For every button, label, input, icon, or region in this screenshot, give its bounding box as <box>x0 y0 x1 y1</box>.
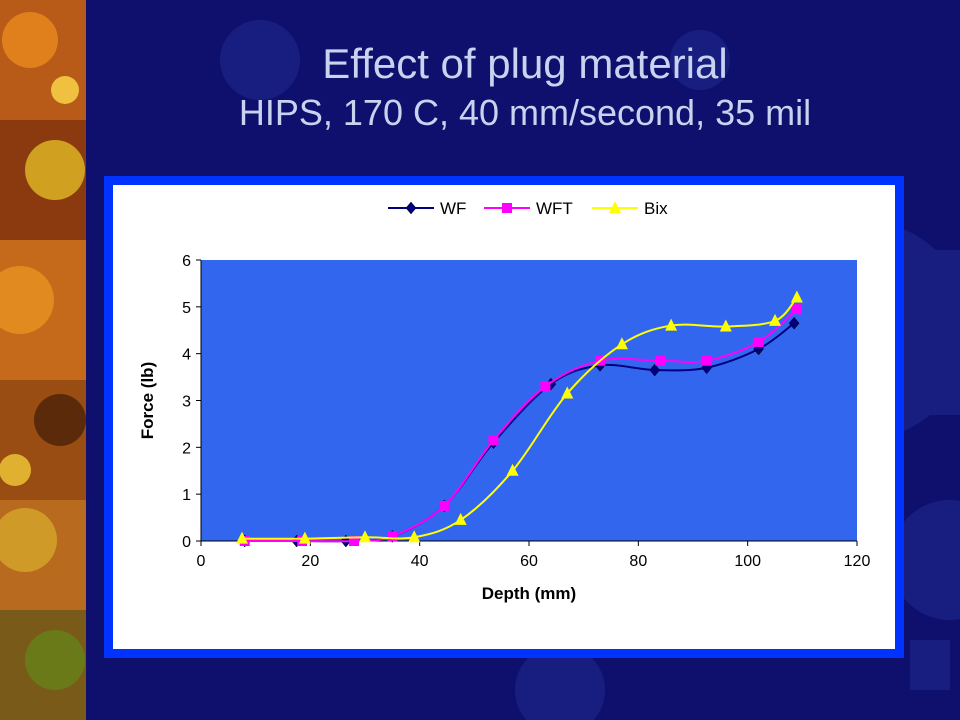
data-point-wft <box>349 536 360 546</box>
data-point-bix <box>665 318 678 331</box>
x-tick-label: 0 <box>197 553 206 570</box>
data-point-wft <box>655 355 666 366</box>
y-tick-label: 5 <box>182 300 191 317</box>
data-point-bix <box>719 319 732 332</box>
data-point-bix <box>506 463 519 476</box>
y-tick-label: 1 <box>182 487 191 504</box>
data-point-bix <box>561 386 574 399</box>
x-axis-label: Depth (mm) <box>482 584 576 603</box>
data-point-wft <box>439 500 450 511</box>
data-point-wft <box>753 336 764 347</box>
title-line-2: HIPS, 170 C, 40 mm/second, 35 mil <box>238 92 812 133</box>
slide-title: Effect of plug material HIPS, 170 C, 40 … <box>90 38 960 136</box>
y-axis-label: Force (lb) <box>138 362 157 439</box>
x-tick-label: 80 <box>629 553 647 570</box>
x-tick-label: 120 <box>844 553 871 570</box>
legend-label-wf: WF <box>440 199 466 218</box>
data-point-wft <box>540 381 551 392</box>
data-point-bix <box>454 512 467 525</box>
x-tick-label: 100 <box>734 553 761 570</box>
y-tick-label: 6 <box>182 253 191 270</box>
data-point-wft <box>488 435 499 446</box>
data-point-wf <box>649 363 661 377</box>
data-point-bix <box>408 530 421 543</box>
x-tick-label: 60 <box>520 553 538 570</box>
legend-marker-wf <box>405 201 417 215</box>
legend-label-bix: Bix <box>644 199 668 218</box>
legend-marker-wft <box>502 203 512 213</box>
data-point-wf <box>788 316 800 330</box>
x-tick-label: 20 <box>301 553 319 570</box>
y-tick-label: 2 <box>182 440 191 457</box>
legend-label-wft: WFT <box>536 199 573 218</box>
data-point-bix <box>790 290 803 303</box>
left-decorative-strip <box>0 0 86 720</box>
data-point-bix <box>236 531 248 544</box>
title-line-1: Effect of plug material <box>322 40 728 87</box>
y-tick-label: 4 <box>182 347 191 364</box>
data-point-wft <box>387 531 398 542</box>
data-point-bix <box>615 337 628 350</box>
data-point-bix <box>359 530 371 543</box>
data-point-wft <box>701 355 712 366</box>
data-point-bix <box>298 531 311 544</box>
y-tick-label: 0 <box>182 534 191 551</box>
y-tick-label: 3 <box>182 394 191 411</box>
x-tick-label: 40 <box>411 553 429 570</box>
legend-marker-bix <box>609 201 621 213</box>
data-point-wft <box>791 304 802 315</box>
data-point-bix <box>769 313 781 326</box>
